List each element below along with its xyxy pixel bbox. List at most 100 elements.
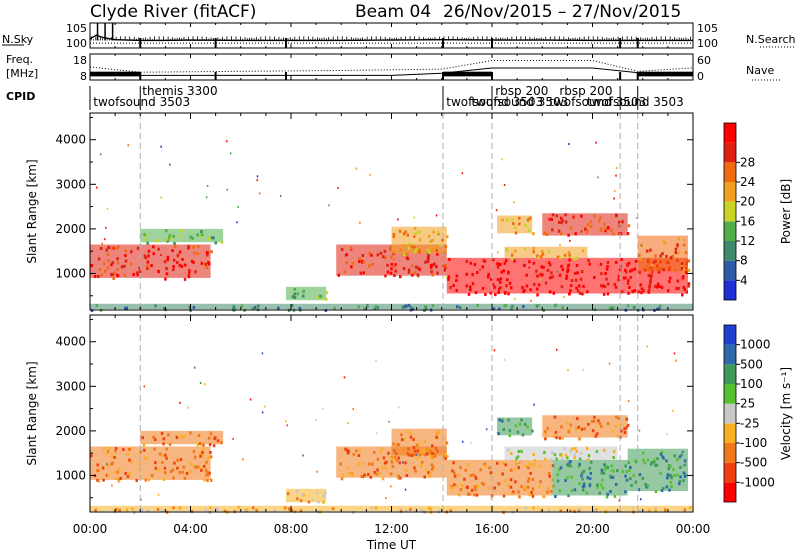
g-vel-cell bbox=[96, 469, 99, 473]
g-power-colorbar-label-4: 20 bbox=[740, 195, 755, 209]
g-power-cell bbox=[603, 222, 606, 226]
g-vel-cell bbox=[168, 442, 172, 446]
g-power-speck bbox=[563, 296, 565, 299]
g-power-cell bbox=[604, 229, 607, 233]
g-power-cell bbox=[572, 215, 575, 219]
g-vel-cell bbox=[587, 458, 590, 462]
g-vel-cell bbox=[566, 476, 569, 480]
g-power-cell bbox=[528, 216, 532, 220]
g-power-cell bbox=[358, 260, 361, 264]
g-vel-cell bbox=[374, 506, 378, 510]
g-vel-cell bbox=[400, 433, 403, 437]
g-vel-cell bbox=[206, 479, 209, 483]
g-vel-cell bbox=[200, 468, 203, 472]
g-power-cell bbox=[605, 277, 608, 281]
g-power-cell bbox=[500, 270, 504, 274]
g-power-cell bbox=[361, 259, 364, 263]
g-vel-cell bbox=[373, 450, 376, 454]
g-power-cell bbox=[489, 277, 493, 281]
g-vel-cell bbox=[162, 477, 166, 481]
g-power-cell bbox=[427, 234, 431, 238]
g-vel-cell bbox=[311, 498, 315, 502]
g-power-cell bbox=[674, 251, 678, 255]
g-vel-cell bbox=[514, 424, 518, 428]
g-power-cell bbox=[379, 251, 383, 255]
g-power-cell bbox=[631, 268, 634, 272]
g-vel-cell bbox=[207, 473, 210, 477]
g-vel-cell bbox=[114, 449, 117, 453]
g-power-cell bbox=[600, 284, 603, 288]
g-vel-cell bbox=[413, 466, 416, 470]
g-vel-colorbar-swatch-6 bbox=[724, 364, 736, 384]
g-vel-cell bbox=[210, 478, 213, 482]
g-power-cell bbox=[426, 258, 430, 262]
g-power-cell bbox=[116, 268, 120, 272]
g-power-cell bbox=[491, 283, 495, 287]
g-vel-cell bbox=[582, 469, 586, 473]
g-vel-speck bbox=[98, 480, 101, 483]
noise-right-label: N.Search bbox=[746, 33, 796, 46]
g-vel-cell bbox=[114, 470, 117, 474]
g-vel-cell bbox=[207, 436, 211, 440]
g-power-cell bbox=[560, 221, 563, 225]
g-vel-cell bbox=[598, 491, 601, 495]
g-vel-cell bbox=[251, 506, 255, 510]
g-vel-cell bbox=[172, 476, 175, 480]
g-vel-cell bbox=[680, 453, 683, 457]
g-power-ylabel: Slant Range [km] bbox=[25, 159, 39, 263]
g-vel-cell bbox=[106, 450, 110, 454]
g-power-cell bbox=[642, 289, 645, 293]
g-vel-cell bbox=[652, 458, 656, 462]
g-power-cell bbox=[512, 221, 515, 225]
g-power-cell bbox=[525, 284, 529, 288]
g-vel-cell bbox=[178, 470, 181, 474]
g-power-colorbar-label-6: 28 bbox=[740, 155, 755, 169]
g-power-speck bbox=[104, 238, 106, 241]
g-power-cell bbox=[117, 245, 120, 249]
g-vel-cell bbox=[594, 434, 598, 438]
g-power-cell bbox=[487, 272, 490, 276]
g-vel-cell bbox=[660, 488, 664, 492]
g-vel-cell bbox=[380, 447, 384, 451]
g-power-cell bbox=[481, 286, 485, 290]
g-power-cell bbox=[465, 272, 469, 276]
g-power-cell bbox=[429, 265, 433, 269]
g-vel-cell bbox=[506, 448, 510, 452]
g-power-cell bbox=[173, 241, 176, 245]
g-power-cell bbox=[436, 271, 439, 275]
g-vel-cell bbox=[431, 451, 434, 455]
g-power-cell bbox=[602, 284, 605, 288]
g-power-cell bbox=[522, 290, 525, 294]
g-power-speck bbox=[369, 173, 371, 176]
g-power-cell bbox=[540, 265, 544, 269]
g-vel-cell bbox=[173, 461, 176, 465]
g-power-cell bbox=[455, 288, 458, 292]
noise-right-tick-bottom: 100 bbox=[697, 37, 718, 50]
g-power-speck bbox=[393, 258, 395, 261]
g-vel-cell bbox=[663, 508, 667, 512]
g-vel-cell bbox=[415, 443, 419, 447]
g-power-cell bbox=[402, 267, 406, 271]
g-power-cell bbox=[499, 286, 502, 290]
g-vel-cell bbox=[255, 508, 258, 512]
g-power-speck bbox=[256, 179, 258, 182]
g-vel-cell bbox=[422, 448, 425, 452]
g-vel-cell bbox=[144, 478, 148, 482]
g-power-cell bbox=[132, 272, 135, 276]
g-power-cell bbox=[123, 273, 126, 277]
freq-line bbox=[89, 67, 693, 76]
g-power-cell bbox=[502, 269, 505, 273]
g-vel-cell bbox=[409, 507, 412, 511]
g-vel-cell bbox=[493, 486, 496, 490]
g-power-cell bbox=[540, 254, 543, 258]
g-vel-cell bbox=[624, 490, 627, 494]
g-power-speck bbox=[206, 184, 209, 187]
g-vel-cell bbox=[581, 485, 585, 489]
g-power-cell bbox=[570, 278, 574, 282]
g-power-cell bbox=[112, 246, 115, 250]
g-power-colorbar-swatch-0 bbox=[724, 280, 736, 300]
g-power-cell bbox=[680, 263, 684, 267]
g-power-speck bbox=[256, 175, 259, 178]
g-vel-cell bbox=[449, 509, 453, 513]
g-vel-cell bbox=[188, 470, 192, 474]
